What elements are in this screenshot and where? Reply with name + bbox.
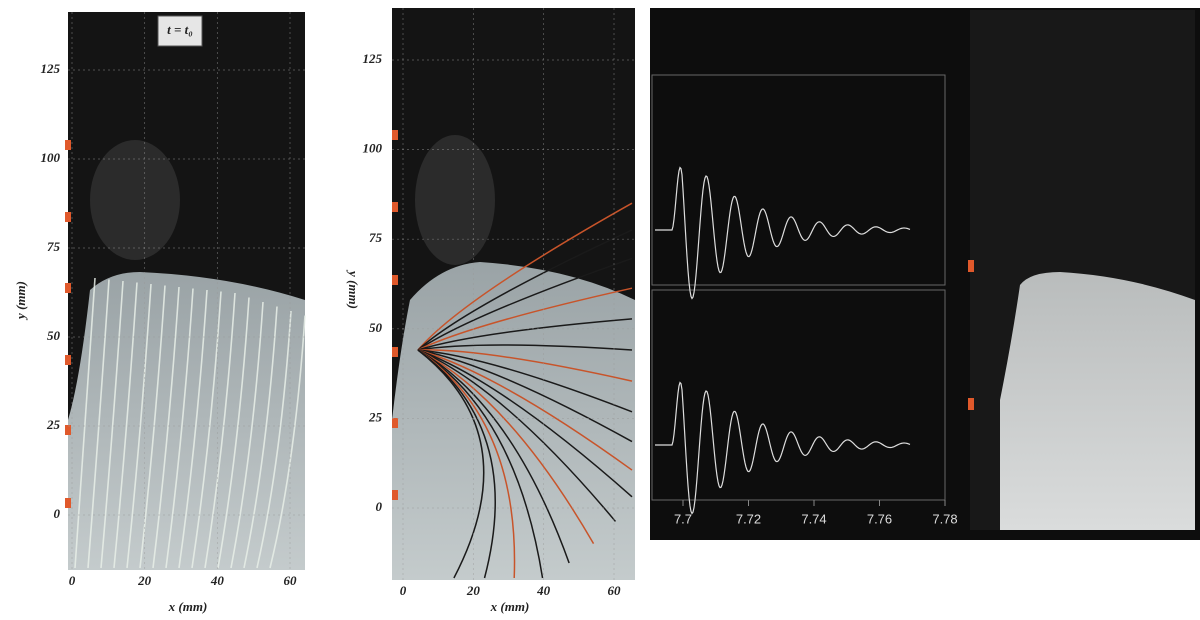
- x-tick-label: 0: [69, 573, 76, 588]
- waveform: [655, 166, 911, 300]
- streamline: [417, 349, 570, 564]
- streamline: [417, 349, 633, 382]
- streamline: [417, 349, 485, 579]
- x-label: x (mm): [490, 599, 530, 614]
- x-tick-label: 0: [400, 583, 407, 598]
- y-label: y (mm): [13, 281, 28, 321]
- streamline: [139, 285, 166, 569]
- x-tick-label: 60: [284, 573, 298, 588]
- streamline: [417, 229, 633, 351]
- streamline: [152, 286, 180, 569]
- streamline: [74, 277, 96, 569]
- marker: [392, 490, 398, 500]
- x-tick-label: 20: [137, 573, 152, 588]
- streamline: [417, 349, 633, 443]
- streamline: [417, 349, 496, 579]
- streamline: [417, 318, 633, 351]
- x-tick-label: 20: [466, 583, 481, 598]
- marker: [65, 283, 71, 293]
- y-tick-label: 125: [363, 51, 383, 66]
- panel-title: t = t₀: [167, 22, 193, 37]
- streamline: [417, 287, 633, 351]
- marker: [65, 355, 71, 365]
- x-tick-label: 7.7: [674, 511, 692, 526]
- streamline: [204, 292, 236, 569]
- x-tick-label: 7.74: [801, 511, 826, 526]
- y-tick-label: 0: [54, 506, 61, 521]
- marker: [392, 418, 398, 428]
- x-tick-label: 7.78: [932, 511, 957, 526]
- streamline: [100, 280, 124, 569]
- marker: [392, 275, 398, 285]
- marker: [65, 212, 71, 222]
- streamline: [417, 344, 633, 351]
- x-tick-label: 40: [536, 583, 551, 598]
- streamline: [417, 349, 595, 544]
- streamline: [417, 349, 516, 579]
- streamline: [217, 297, 250, 569]
- panel-3-background: [650, 8, 1200, 540]
- streamline: [178, 289, 208, 569]
- y-tick-label: 25: [368, 409, 383, 424]
- streamline: [126, 283, 152, 569]
- streamline: [191, 291, 222, 569]
- y-tick-label: 125: [41, 61, 61, 76]
- marker: [65, 498, 71, 508]
- streamline: [230, 301, 264, 569]
- x-label: x (mm): [168, 599, 208, 614]
- y-label: y (mm): [346, 269, 361, 309]
- y-tick-label: 100: [363, 141, 383, 156]
- waveform: [655, 381, 911, 515]
- y-tick-label: 25: [46, 417, 61, 432]
- y-tick-label: 100: [41, 150, 61, 165]
- panel-2-photo: [392, 8, 635, 580]
- streamline: [243, 306, 278, 569]
- y-tick-label: 50: [47, 328, 61, 343]
- y-tick-label: 75: [369, 230, 383, 245]
- marker: [392, 130, 398, 140]
- streamline: [165, 288, 194, 569]
- streamline: [417, 349, 633, 498]
- marker: [65, 425, 71, 435]
- streamline: [417, 202, 633, 351]
- streamline: [256, 310, 292, 569]
- y-tick-label: 75: [47, 239, 61, 254]
- streamline: [417, 257, 633, 351]
- streamline: [417, 349, 544, 579]
- streamline: [417, 349, 633, 471]
- y-tick-label: 50: [369, 320, 383, 335]
- streamline: [87, 279, 110, 569]
- x-tick-label: 7.76: [867, 511, 892, 526]
- marker: [392, 202, 398, 212]
- streamline: [113, 282, 138, 569]
- marker: [65, 140, 71, 150]
- streamline: [417, 349, 633, 413]
- x-tick-label: 40: [210, 573, 225, 588]
- streamline: [417, 349, 617, 522]
- y-tick-label: 0: [376, 499, 383, 514]
- marker: [392, 347, 398, 357]
- x-tick-label: 7.72: [736, 511, 761, 526]
- x-tick-label: 60: [608, 583, 622, 598]
- panel-1-photo: [68, 12, 305, 570]
- streamline: [269, 315, 306, 569]
